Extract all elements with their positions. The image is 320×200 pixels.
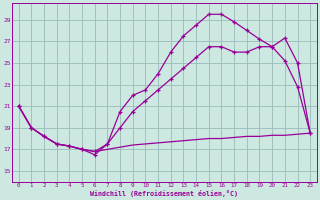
X-axis label: Windchill (Refroidissement éolien,°C): Windchill (Refroidissement éolien,°C) — [91, 190, 238, 197]
